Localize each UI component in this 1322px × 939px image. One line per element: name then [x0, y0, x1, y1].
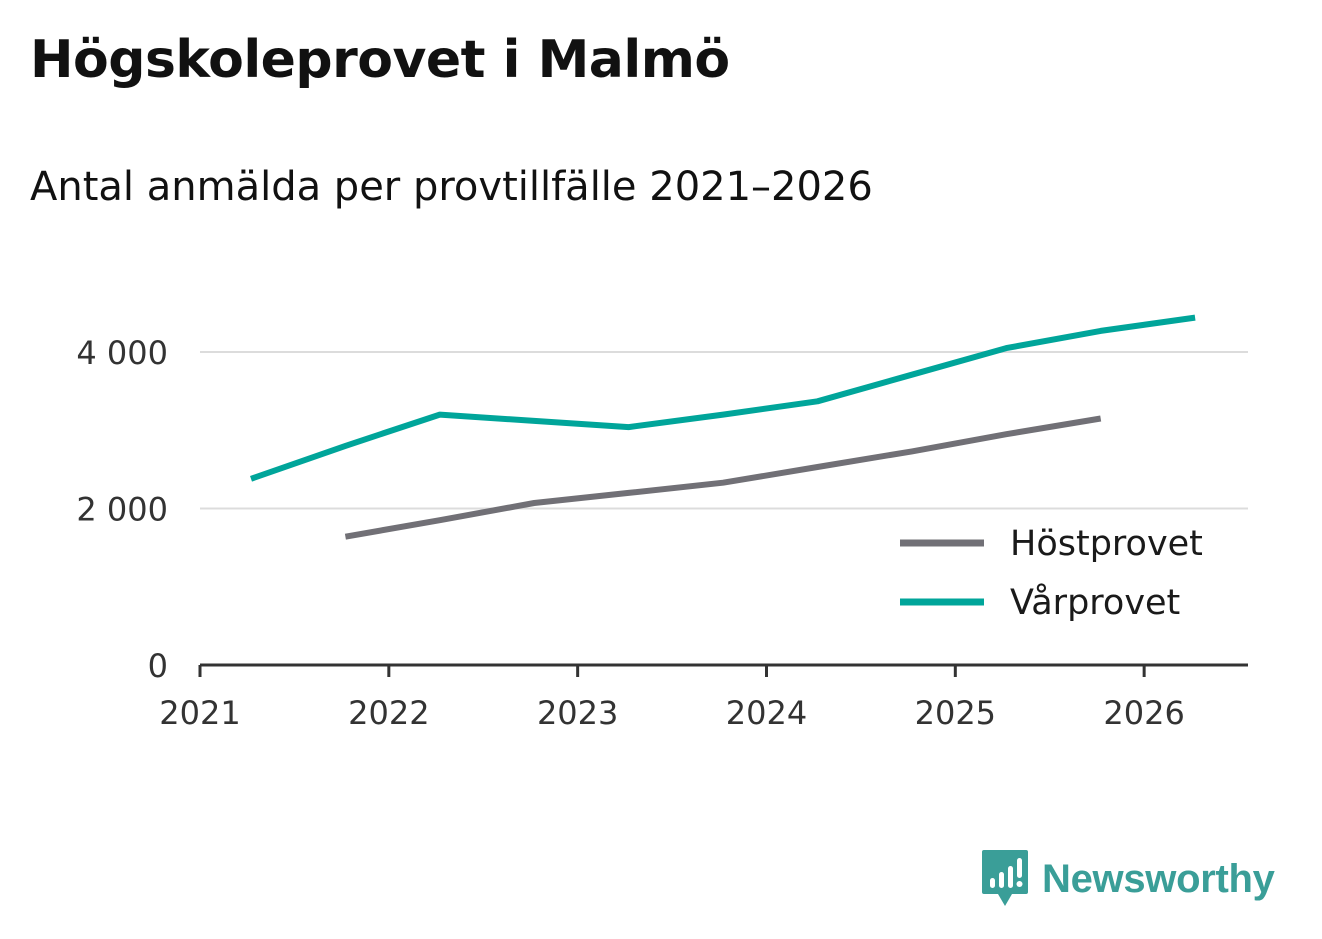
x-tick-label: 2022	[348, 694, 429, 732]
x-tick-label: 2025	[915, 694, 996, 732]
newsworthy-logo: Newsworthy	[980, 848, 1275, 910]
gridlines	[200, 351, 1248, 510]
chart-title: Högskoleprovet i Malmö	[30, 30, 730, 90]
x-tick-label: 2021	[159, 694, 240, 732]
legend-label: Höstprovet	[1010, 524, 1203, 564]
newsworthy-chart-icon	[982, 850, 1028, 906]
brand-name: Newsworthy	[1042, 856, 1275, 901]
y-tick-label: 0	[148, 647, 168, 685]
chart-subtitle: Antal anmälda per provtillfälle 2021–202…	[30, 164, 873, 210]
x-tick-label: 2024	[726, 694, 807, 732]
y-tick-label: 2 000	[76, 491, 168, 529]
legend: Höstprovet Vårprovet	[900, 524, 1203, 623]
series-line-v-rprovet	[250, 314, 1196, 482]
legend-label: Vårprovet	[1010, 582, 1180, 623]
axes: 0 2 000 4 000 2021 2022 2023 2024 2025 2026	[76, 334, 1248, 732]
series-line-h-stprovet	[344, 415, 1102, 540]
x-tick-label: 2026	[1103, 694, 1184, 732]
series-lines	[250, 314, 1196, 540]
x-tick-label: 2023	[537, 694, 618, 732]
y-tick-label: 4 000	[76, 334, 168, 372]
